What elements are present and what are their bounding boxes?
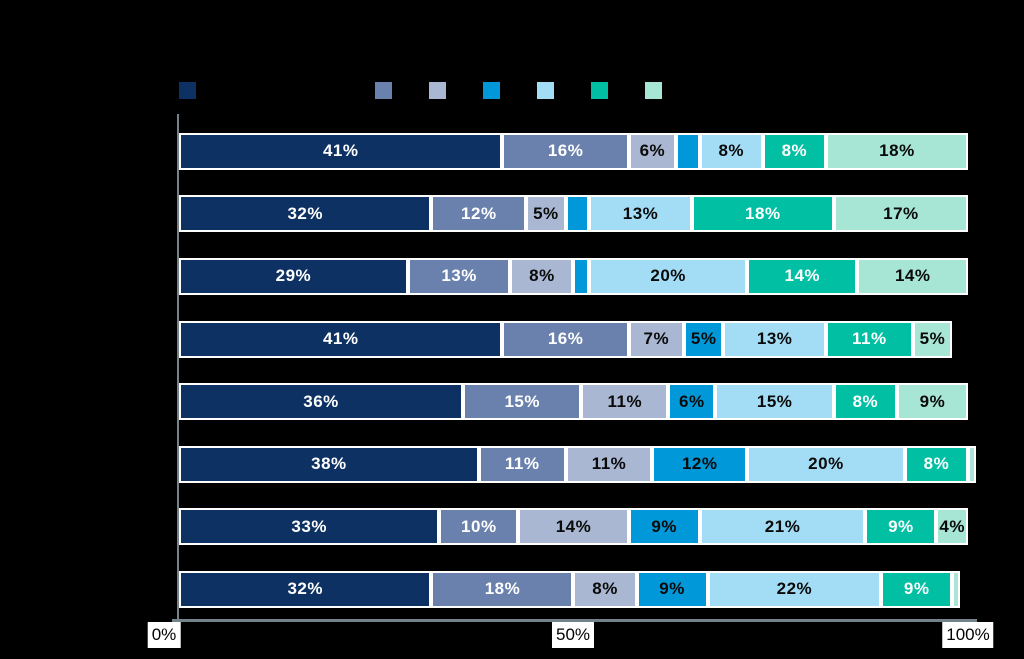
bar-segment: 41% xyxy=(179,320,503,358)
bar-rows: 41% 16% 6% 8% 8% 18% 32% 12% 5% 13% 18% 17% 29% 13% 8%… xyxy=(179,120,976,621)
bar-segment xyxy=(967,445,976,483)
bar-row-1: 32% 12% 5% 13% 18% 17% xyxy=(179,183,969,246)
stacked-bar-1: 32% 12% 5% 13% 18% 17% xyxy=(179,195,968,233)
bar-segment: 21% xyxy=(699,508,866,546)
x-tick-0: 0% xyxy=(147,622,181,648)
bar-segment: 29% xyxy=(179,257,408,295)
bar-segment: 38% xyxy=(179,445,479,483)
bar-segment xyxy=(573,257,590,295)
legend-swatch-4 xyxy=(537,82,554,99)
bar-segment: 36% xyxy=(179,383,464,421)
bar-segment: 5% xyxy=(912,320,953,358)
bar-segment: 17% xyxy=(833,195,968,233)
bar-segment xyxy=(676,132,700,170)
legend-swatch-5 xyxy=(591,82,608,99)
bar-segment: 41% xyxy=(179,132,503,170)
stacked-bar-3: 41% 16% 7% 5% 13% 11% 5% xyxy=(179,320,953,358)
bar-segment: 32% xyxy=(179,570,432,608)
x-tick-50: 50% xyxy=(551,622,595,648)
bar-segment: 33% xyxy=(179,508,440,546)
bar-segment: 32% xyxy=(179,195,432,233)
bar-segment: 5% xyxy=(683,320,724,358)
bar-segment: 5% xyxy=(526,195,566,233)
stacked-bar-5: 38% 11% 11% 12% 20% 8% xyxy=(179,445,976,483)
bar-segment: 20% xyxy=(747,445,905,483)
bar-segment: 11% xyxy=(565,445,653,483)
stacked-bar-7: 32% 18% 8% 9% 22% 9% xyxy=(179,570,961,608)
legend-swatch-0 xyxy=(179,82,196,99)
stacked-bar-4: 36% 15% 11% 6% 15% 8% 9% xyxy=(179,383,968,421)
bar-row-4: 36% 15% 11% 6% 15% 8% 9% xyxy=(179,370,969,433)
bar-row-0: 41% 16% 6% 8% 8% 18% xyxy=(179,120,969,183)
bar-segment: 11% xyxy=(581,383,669,421)
bar-segment: 9% xyxy=(881,570,953,608)
bar-segment: 8% xyxy=(573,570,637,608)
bar-segment: 12% xyxy=(652,445,748,483)
bar-segment: 20% xyxy=(589,257,748,295)
bar-segment: 8% xyxy=(833,383,897,421)
bar-segment xyxy=(952,570,961,608)
bar-segment: 9% xyxy=(636,570,708,608)
bar-segment: 13% xyxy=(407,257,511,295)
bar-segment: 8% xyxy=(904,445,968,483)
y-axis-line xyxy=(177,114,179,622)
bar-segment: 9% xyxy=(628,508,700,546)
bar-row-6: 33% 10% 14% 9% 21% 9% 4% xyxy=(179,496,969,559)
legend xyxy=(0,0,1024,110)
stacked-bar-0: 41% 16% 6% 8% 8% 18% xyxy=(179,132,968,170)
stacked-bar-6: 33% 10% 14% 9% 21% 9% 4% xyxy=(179,508,968,546)
x-axis-line xyxy=(172,619,977,622)
bar-segment: 11% xyxy=(478,445,566,483)
legend-swatch-6 xyxy=(645,82,662,99)
bar-segment: 18% xyxy=(431,570,574,608)
legend-swatch-1 xyxy=(375,82,392,99)
bar-segment: 22% xyxy=(707,570,882,608)
bar-segment: 14% xyxy=(747,257,858,295)
bar-row-2: 29% 13% 8% 20% 14% 14% xyxy=(179,245,969,308)
bar-segment: 8% xyxy=(510,257,574,295)
bar-segment: 9% xyxy=(896,383,968,421)
bar-segment: 6% xyxy=(628,132,677,170)
stacked-bar-2: 29% 13% 8% 20% 14% 14% xyxy=(179,257,968,295)
bar-segment: 16% xyxy=(502,132,629,170)
bar-segment: 12% xyxy=(431,195,527,233)
bar-segment: 16% xyxy=(502,320,629,358)
bar-segment: 4% xyxy=(936,508,968,546)
bar-segment: 11% xyxy=(825,320,913,358)
bar-segment: 7% xyxy=(628,320,684,358)
bar-row-5: 38% 11% 11% 12% 20% 8% xyxy=(179,433,976,496)
bar-segment: 14% xyxy=(518,508,629,546)
bar-segment: 13% xyxy=(723,320,826,358)
bar-segment: 18% xyxy=(825,132,968,170)
legend-swatch-3 xyxy=(483,82,500,99)
bar-segment: 14% xyxy=(857,257,968,295)
x-tick-100: 100% xyxy=(942,622,994,648)
bar-segment: 15% xyxy=(715,383,834,421)
bar-segment: 10% xyxy=(439,508,519,546)
bar-segment: 9% xyxy=(865,508,937,546)
bar-row-3: 41% 16% 7% 5% 13% 11% 5% xyxy=(179,308,969,371)
bar-segment: 15% xyxy=(463,383,582,421)
legend-swatch-2 xyxy=(429,82,446,99)
bar-segment: 6% xyxy=(668,383,716,421)
bar-row-7: 32% 18% 8% 9% 22% 9% xyxy=(179,558,969,621)
bar-segment: 13% xyxy=(589,195,692,233)
bar-segment: 18% xyxy=(691,195,834,233)
bar-segment: 8% xyxy=(762,132,826,170)
bar-segment xyxy=(565,195,590,233)
bar-segment: 8% xyxy=(699,132,763,170)
